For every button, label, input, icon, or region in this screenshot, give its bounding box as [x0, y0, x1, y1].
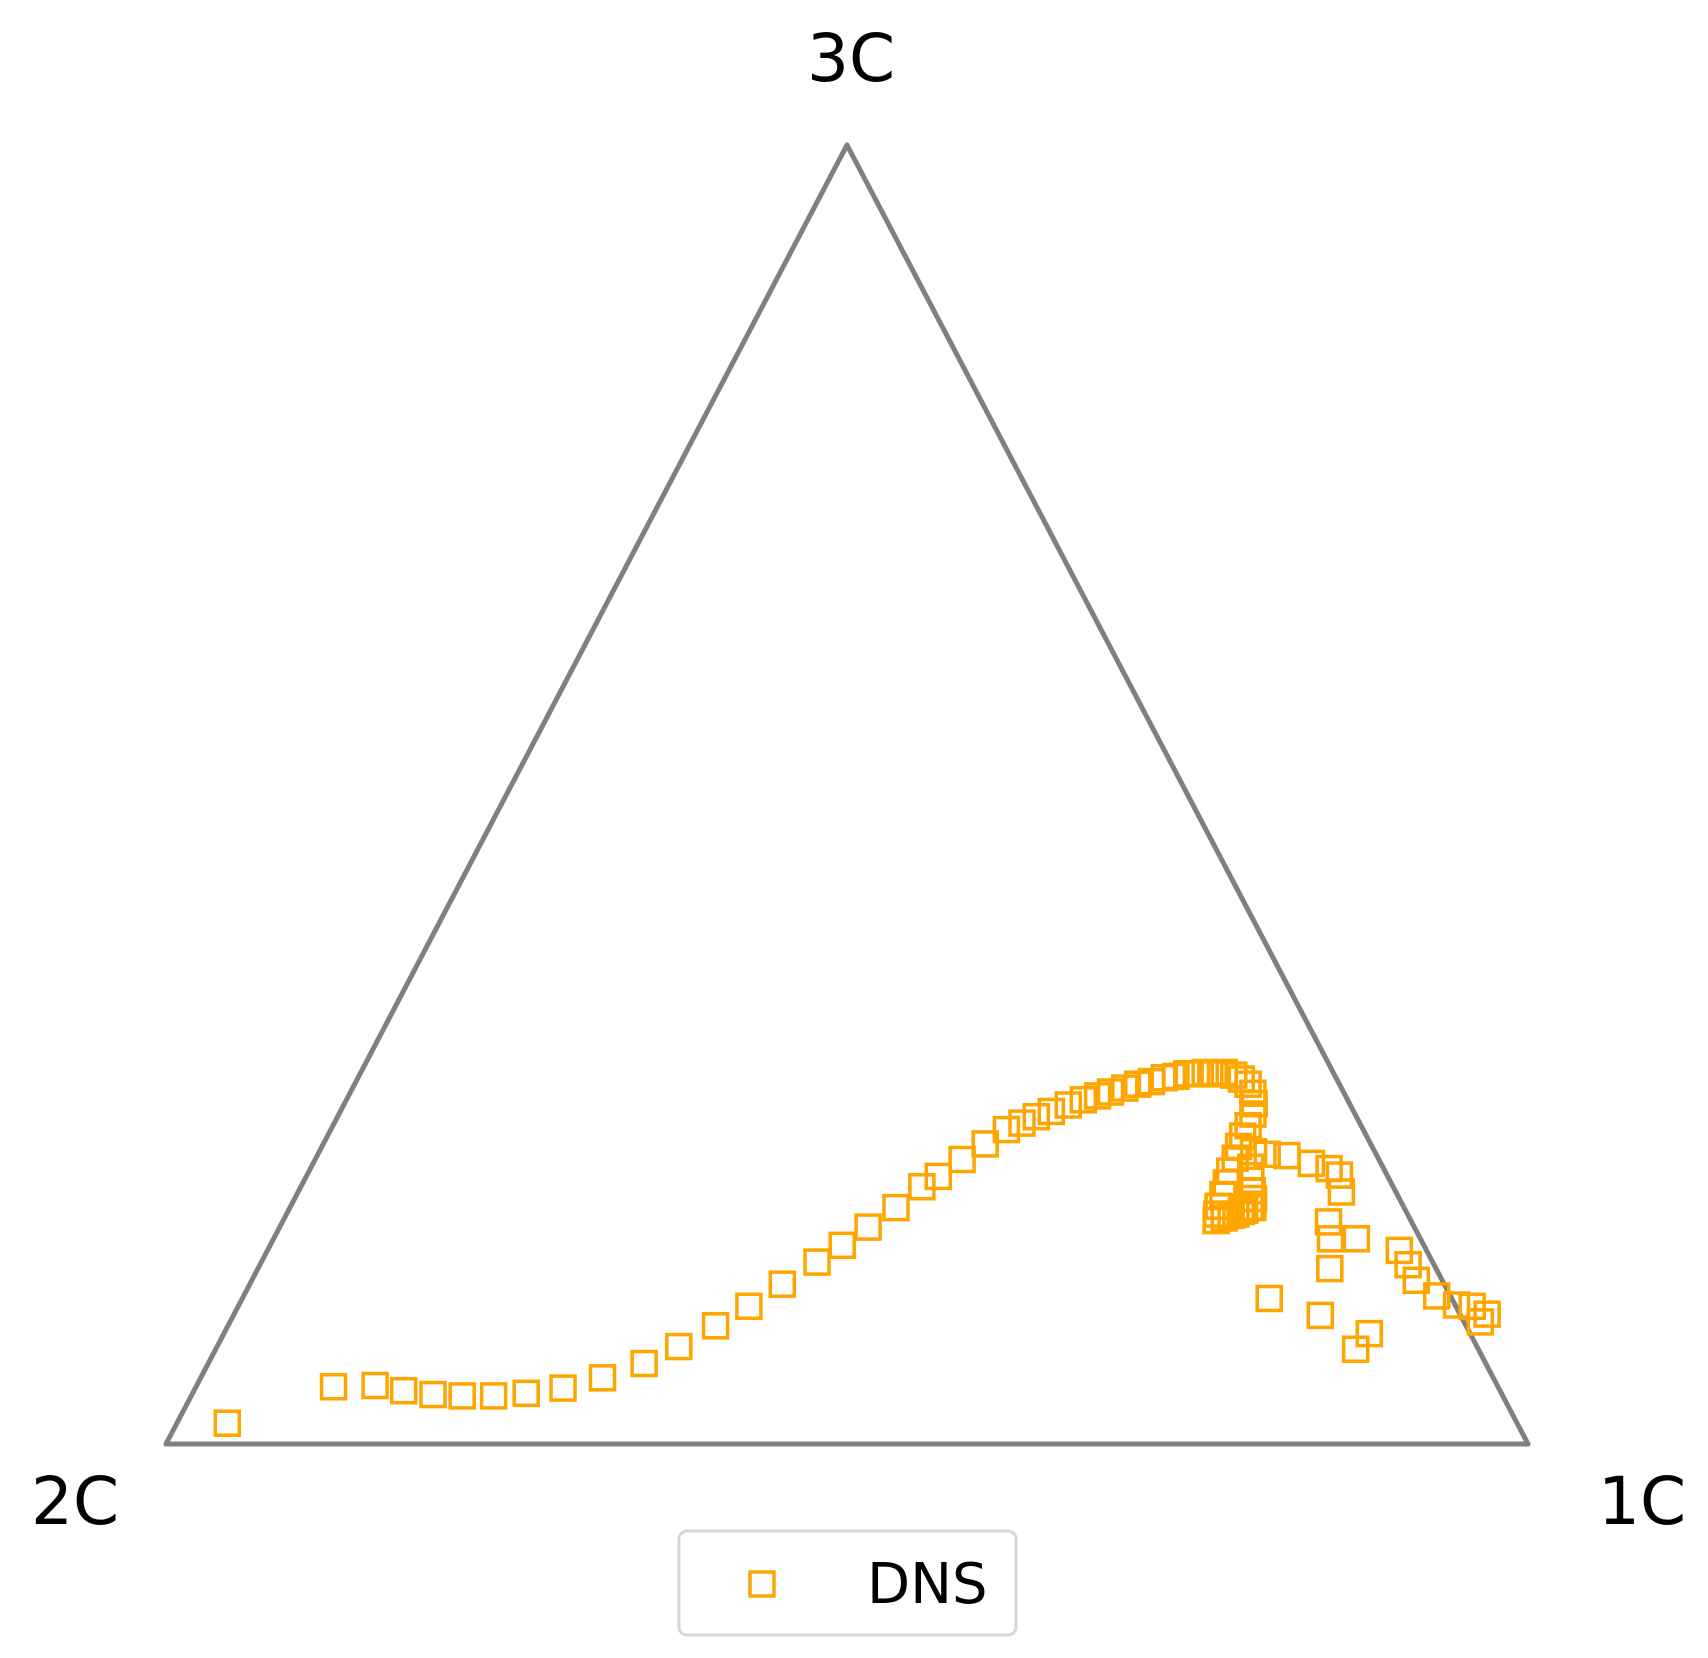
legend: DNS — [677, 1529, 1018, 1637]
dns-point-74 — [1327, 1178, 1356, 1206]
series-dns-points — [213, 1058, 1501, 1437]
dns-point-4 — [419, 1380, 447, 1409]
dns-point-12 — [701, 1312, 730, 1340]
legend-label-dns: DNS — [867, 1552, 988, 1617]
dns-point-87 — [1255, 1284, 1283, 1313]
dns-point-5 — [448, 1382, 476, 1410]
legend-marker-square — [748, 1570, 776, 1598]
dns-point-3 — [389, 1376, 418, 1405]
dns-point-2 — [361, 1371, 389, 1400]
dns-point-77 — [1342, 1225, 1371, 1253]
dns-point-25 — [1022, 1102, 1051, 1131]
triangle-frame — [163, 142, 1531, 1447]
dns-point-82 — [1442, 1291, 1471, 1319]
vertex-label-top: 3C — [807, 20, 895, 97]
dns-point-76 — [1316, 1225, 1345, 1253]
legend-frame — [677, 1529, 1018, 1637]
dns-point-23 — [992, 1115, 1021, 1144]
dns-point-6 — [479, 1382, 508, 1410]
dns-point-71 — [1297, 1149, 1326, 1178]
dns-point-27 — [1054, 1091, 1083, 1119]
dns-point-88 — [1306, 1301, 1335, 1330]
vertex-label-right: 1C — [1598, 1463, 1686, 1540]
dns-point-43 — [1234, 1070, 1262, 1098]
dns-point-85 — [1466, 1308, 1495, 1336]
dns-point-20 — [924, 1162, 953, 1191]
dns-point-75 — [1314, 1208, 1343, 1236]
triangle-edge-right — [844, 142, 1531, 1447]
dns-point-10 — [630, 1349, 658, 1378]
dns-point-86 — [1316, 1254, 1344, 1283]
vertex-label-left: 2C — [31, 1463, 119, 1540]
dns-point-28 — [1069, 1086, 1098, 1114]
dns-point-22 — [971, 1130, 999, 1158]
dns-point-18 — [882, 1193, 910, 1222]
dns-point-81 — [1422, 1282, 1451, 1310]
dns-point-90 — [1341, 1335, 1370, 1363]
dns-point-30 — [1096, 1078, 1125, 1106]
dns-point-83 — [1458, 1292, 1486, 1321]
dns-point-41 — [1220, 1061, 1248, 1089]
dns-point-8 — [549, 1374, 577, 1402]
dns-point-69 — [1253, 1140, 1281, 1169]
dns-point-79 — [1394, 1250, 1422, 1279]
dns-point-80 — [1402, 1266, 1431, 1295]
dns-point-16 — [828, 1231, 856, 1260]
dns-point-59 — [1222, 1200, 1250, 1228]
dns-point-7 — [512, 1379, 540, 1408]
dns-point-17 — [854, 1213, 882, 1241]
dns-point-1 — [319, 1373, 348, 1401]
dns-point-15 — [803, 1248, 831, 1276]
dns-point-26 — [1037, 1097, 1066, 1126]
dns-point-21 — [948, 1145, 976, 1174]
dns-point-24 — [1008, 1109, 1036, 1137]
dns-point-0 — [213, 1409, 242, 1437]
dns-point-9 — [588, 1364, 617, 1392]
dns-point-78 — [1385, 1236, 1414, 1265]
dns-point-13 — [735, 1292, 763, 1321]
dns-point-84 — [1473, 1300, 1501, 1328]
dns-point-11 — [665, 1332, 693, 1361]
triangle-edge-left — [163, 142, 850, 1447]
dns-point-14 — [768, 1270, 797, 1298]
dns-point-73 — [1325, 1161, 1354, 1189]
